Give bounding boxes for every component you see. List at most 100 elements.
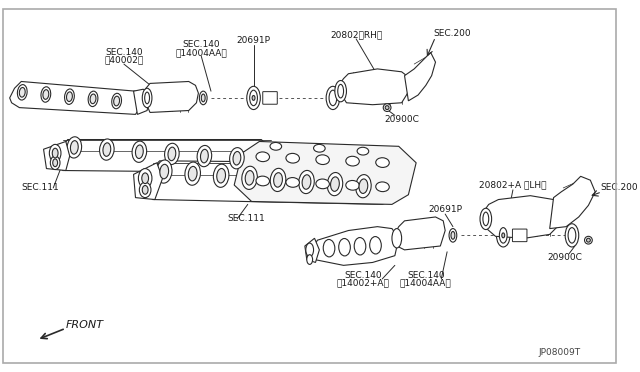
Text: FRONT: FRONT [66,320,104,330]
Ellipse shape [70,141,78,154]
Ellipse shape [357,147,369,155]
Ellipse shape [270,169,286,192]
Ellipse shape [314,144,325,152]
Text: SEC.111: SEC.111 [21,183,59,192]
Ellipse shape [200,149,208,163]
Text: ㅀ14004AAぁ: ㅀ14004AAぁ [175,48,227,57]
Text: 20900C: 20900C [384,115,419,124]
Polygon shape [481,196,565,238]
Ellipse shape [200,91,207,105]
Polygon shape [305,238,319,263]
Ellipse shape [326,86,340,109]
Ellipse shape [185,162,200,185]
Text: SEC.140: SEC.140 [105,48,143,57]
Ellipse shape [145,92,150,104]
Ellipse shape [140,182,151,198]
Ellipse shape [19,87,25,97]
Text: ㅀ14002+Aぁ: ㅀ14002+Aぁ [337,278,389,287]
Polygon shape [404,52,435,101]
Ellipse shape [49,144,61,162]
Ellipse shape [359,179,368,193]
Ellipse shape [242,166,257,189]
Ellipse shape [250,90,257,106]
Ellipse shape [256,152,269,161]
Ellipse shape [247,86,260,109]
Text: SEC.200: SEC.200 [433,29,471,38]
Polygon shape [134,163,163,199]
Ellipse shape [286,153,300,163]
Ellipse shape [316,179,330,189]
Text: ㅀ40002ぁ: ㅀ40002ぁ [104,56,143,65]
Ellipse shape [499,228,507,243]
Ellipse shape [327,173,343,196]
Ellipse shape [156,160,172,183]
Ellipse shape [188,166,197,181]
Polygon shape [234,141,416,204]
Ellipse shape [132,141,147,162]
Ellipse shape [568,228,576,243]
Ellipse shape [338,84,344,98]
Ellipse shape [136,145,143,158]
Ellipse shape [52,148,58,158]
Ellipse shape [316,155,330,164]
Ellipse shape [480,208,492,230]
Ellipse shape [43,90,49,99]
FancyBboxPatch shape [263,92,277,104]
Ellipse shape [67,137,82,158]
Ellipse shape [354,238,366,255]
Ellipse shape [376,158,389,167]
Ellipse shape [586,238,590,242]
Ellipse shape [331,177,339,191]
Ellipse shape [142,186,148,194]
Ellipse shape [52,159,58,167]
Ellipse shape [65,89,74,105]
FancyBboxPatch shape [513,229,527,242]
Polygon shape [140,161,406,204]
Ellipse shape [302,175,311,189]
Ellipse shape [451,231,455,239]
Polygon shape [134,89,150,114]
Ellipse shape [112,93,122,109]
Polygon shape [550,176,595,228]
Ellipse shape [392,228,402,248]
Ellipse shape [584,236,592,244]
Text: ㅀ14004AAぁ: ㅀ14004AAぁ [400,278,452,287]
Ellipse shape [306,243,314,257]
Ellipse shape [346,180,359,190]
Ellipse shape [299,170,314,193]
Text: SEC.140: SEC.140 [344,270,381,279]
Ellipse shape [286,177,300,187]
Polygon shape [44,141,70,170]
Ellipse shape [335,80,346,102]
Ellipse shape [329,90,337,106]
Ellipse shape [230,148,244,169]
Ellipse shape [252,96,255,100]
Ellipse shape [217,169,225,183]
Ellipse shape [370,237,381,254]
Polygon shape [339,69,414,105]
Text: SEC.200: SEC.200 [600,183,637,192]
Ellipse shape [51,156,60,170]
Ellipse shape [164,143,179,164]
Polygon shape [310,227,399,265]
Ellipse shape [385,106,389,109]
Ellipse shape [88,91,98,106]
Ellipse shape [197,145,212,167]
Ellipse shape [270,142,282,150]
Ellipse shape [67,92,72,102]
Ellipse shape [274,173,282,187]
Text: 20802+A 〈LH〉: 20802+A 〈LH〉 [479,180,547,189]
Text: JP08009T: JP08009T [538,348,580,357]
Ellipse shape [41,87,51,102]
Text: 20802〈RH〉: 20802〈RH〉 [330,31,382,39]
Text: 20691P: 20691P [428,205,462,214]
Ellipse shape [497,224,510,247]
Ellipse shape [449,228,457,242]
Text: SEC.140: SEC.140 [182,40,220,49]
Ellipse shape [256,176,269,186]
Ellipse shape [339,238,350,256]
Ellipse shape [160,164,168,179]
Ellipse shape [245,171,254,185]
Ellipse shape [483,212,489,226]
Ellipse shape [502,233,505,238]
